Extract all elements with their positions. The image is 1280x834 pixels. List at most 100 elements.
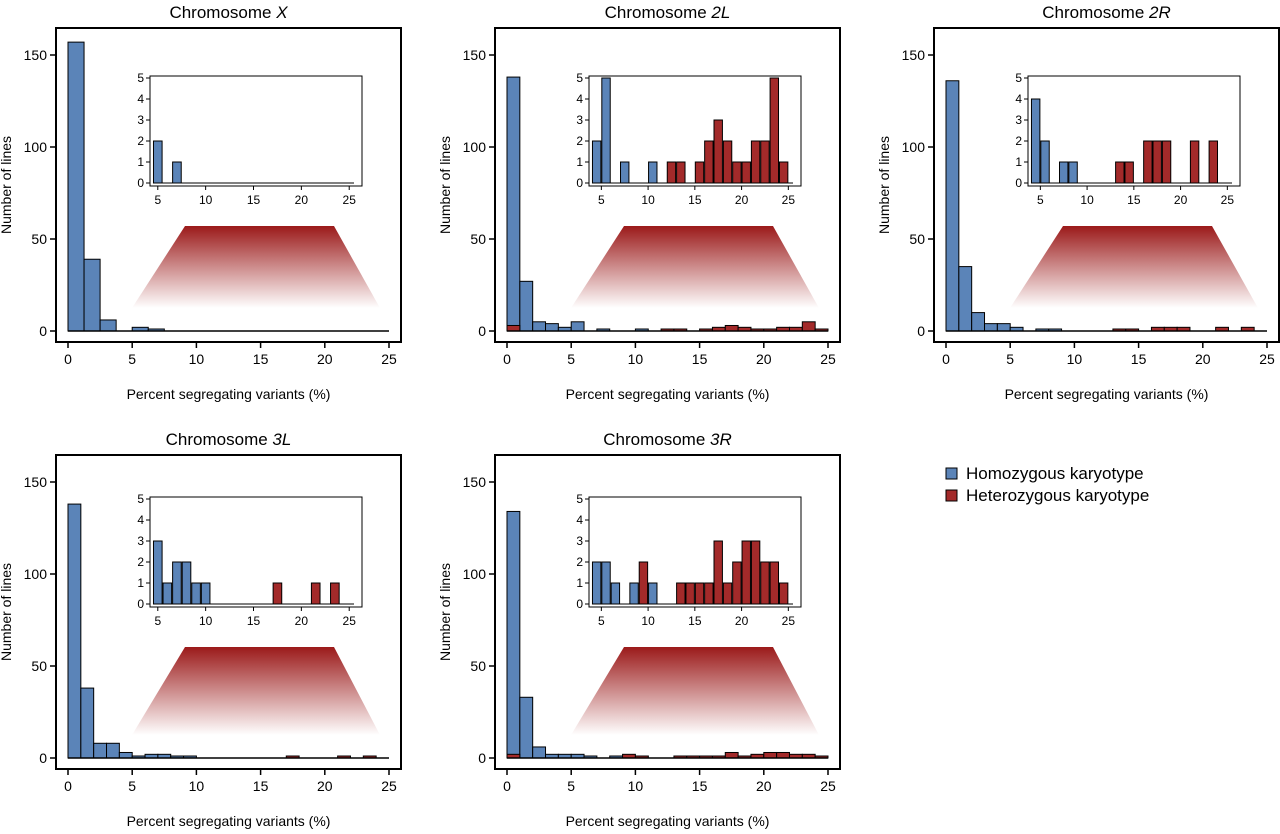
- bar-homozygous: [506, 510, 521, 759]
- inset-chart: 0 1 2 3 4 5 5 10 15 20 25: [137, 71, 363, 207]
- inset-bar-homozygous: [162, 582, 173, 605]
- chart-title-suffix: 3L: [272, 430, 291, 449]
- inset-x-tick-label: 20: [735, 193, 749, 207]
- x-tick-label: 5: [567, 351, 575, 367]
- inset-x-tick-label: 5: [598, 614, 605, 628]
- inset-y-tick-label: 1: [576, 155, 583, 169]
- bar-heterozygous: [763, 751, 778, 759]
- chart-title: Chromosome 3L: [166, 430, 292, 449]
- inset-y-tick-label: 5: [137, 492, 144, 506]
- x-tick-label: 0: [503, 778, 511, 794]
- plot-frame: [55, 454, 402, 770]
- y-tick-label: 0: [39, 750, 47, 766]
- inset-y-tick-label: 1: [1015, 155, 1022, 169]
- plot-frame: [494, 454, 841, 770]
- inset-x-tick-label: 10: [1080, 193, 1094, 207]
- x-tick-label: 10: [189, 778, 205, 794]
- inset-chart: 0 1 2 3 4 5 5 10 15 20 25: [1015, 71, 1241, 207]
- legend-entry: Heterozygous karyotype: [966, 486, 1149, 505]
- inset-bar-heterozygous: [676, 161, 686, 184]
- x-tick-label: 10: [628, 778, 644, 794]
- y-tick-label: 150: [24, 47, 48, 63]
- inset-x-tick-label: 25: [343, 193, 357, 207]
- bar-homozygous: [545, 323, 559, 332]
- inset-x-tick-label: 10: [199, 614, 213, 628]
- bar-homozygous: [532, 746, 547, 759]
- inset-bar-homozygous: [172, 561, 182, 605]
- plot-frame: [55, 27, 402, 343]
- bar-homozygous: [506, 76, 521, 332]
- inset-bar-heterozygous: [1208, 140, 1219, 184]
- bar-homozygous: [984, 323, 998, 332]
- inset-bar-heterozygous: [272, 582, 283, 605]
- inset-bar-heterozygous: [741, 540, 751, 605]
- inset-x-tick-label: 15: [247, 193, 261, 207]
- bar-homozygous: [996, 323, 1011, 332]
- inset-bar-heterozygous: [666, 161, 677, 184]
- chart-title-prefix: Chromosome: [169, 3, 276, 22]
- inset-y-tick-label: 0: [1015, 176, 1022, 190]
- bar-homozygous: [67, 41, 85, 332]
- y-tick-label: 100: [902, 139, 926, 155]
- inset-x-tick-label: 20: [295, 614, 309, 628]
- inset-y-tick-label: 3: [1015, 113, 1022, 127]
- inset-y-tick-label: 3: [576, 534, 583, 548]
- bar-heterozygous: [724, 324, 739, 332]
- inset-x-tick-label: 20: [1174, 193, 1188, 207]
- x-axis-label: Percent segregating variants (%): [127, 386, 331, 402]
- y-tick-label: 0: [478, 750, 486, 766]
- inset-bar-homozygous: [591, 140, 602, 184]
- y-tick-label: 100: [463, 566, 487, 582]
- x-tick-label: 5: [128, 778, 136, 794]
- inset-x-tick-label: 5: [154, 193, 161, 207]
- y-tick-label: 150: [24, 474, 48, 490]
- inset-bar-homozygous: [620, 161, 630, 184]
- bar-homozygous: [106, 742, 120, 759]
- x-tick-label: 20: [756, 778, 772, 794]
- bar-heterozygous: [506, 324, 521, 332]
- inset-y-tick-label: 4: [137, 92, 144, 106]
- chart-title-prefix: Chromosome: [603, 430, 710, 449]
- x-tick-label: 25: [820, 778, 836, 794]
- chart-title-prefix: Chromosome: [605, 3, 712, 22]
- inset-x-tick-label: 25: [1221, 193, 1235, 207]
- inset-x-tick-label: 10: [641, 614, 655, 628]
- bar-homozygous: [99, 319, 117, 332]
- x-tick-label: 0: [503, 351, 511, 367]
- inset-bar-heterozygous: [685, 582, 695, 605]
- inset-bar-homozygous: [1040, 140, 1050, 184]
- inset-y-tick-label: 0: [137, 176, 144, 190]
- zoom-indicator: [132, 647, 380, 735]
- inset-bar-heterozygous: [1152, 140, 1162, 184]
- inset-y-tick-label: 5: [137, 71, 144, 85]
- inset-bar-heterozygous: [676, 582, 686, 605]
- inset-bar-heterozygous: [704, 582, 714, 605]
- inset-x-tick-label: 15: [247, 614, 261, 628]
- inset-y-tick-label: 4: [137, 513, 144, 527]
- zoom-indicator: [571, 226, 819, 308]
- inset-bar-heterozygous: [694, 582, 705, 605]
- inset-frame: [149, 75, 363, 187]
- x-tick-label: 0: [942, 351, 950, 367]
- x-tick-label: 20: [756, 351, 772, 367]
- inset-y-tick-label: 4: [576, 92, 583, 106]
- inset-x-tick-label: 5: [598, 193, 605, 207]
- y-tick-label: 50: [31, 658, 47, 674]
- x-tick-label: 15: [692, 778, 708, 794]
- x-axis-label: Percent segregating variants (%): [566, 813, 770, 829]
- plot-frame: [494, 27, 841, 343]
- bar-homozygous: [945, 80, 960, 332]
- inset-x-tick-label: 20: [295, 193, 309, 207]
- inset-bar-homozygous: [648, 161, 658, 184]
- chart-title-suffix: X: [275, 3, 288, 22]
- bar-homozygous: [532, 321, 547, 332]
- inset-bar-homozygous: [152, 540, 163, 605]
- inset-bar-heterozygous: [778, 582, 789, 605]
- chart-title: Chromosome 2R: [1042, 3, 1171, 22]
- x-tick-label: 15: [253, 778, 269, 794]
